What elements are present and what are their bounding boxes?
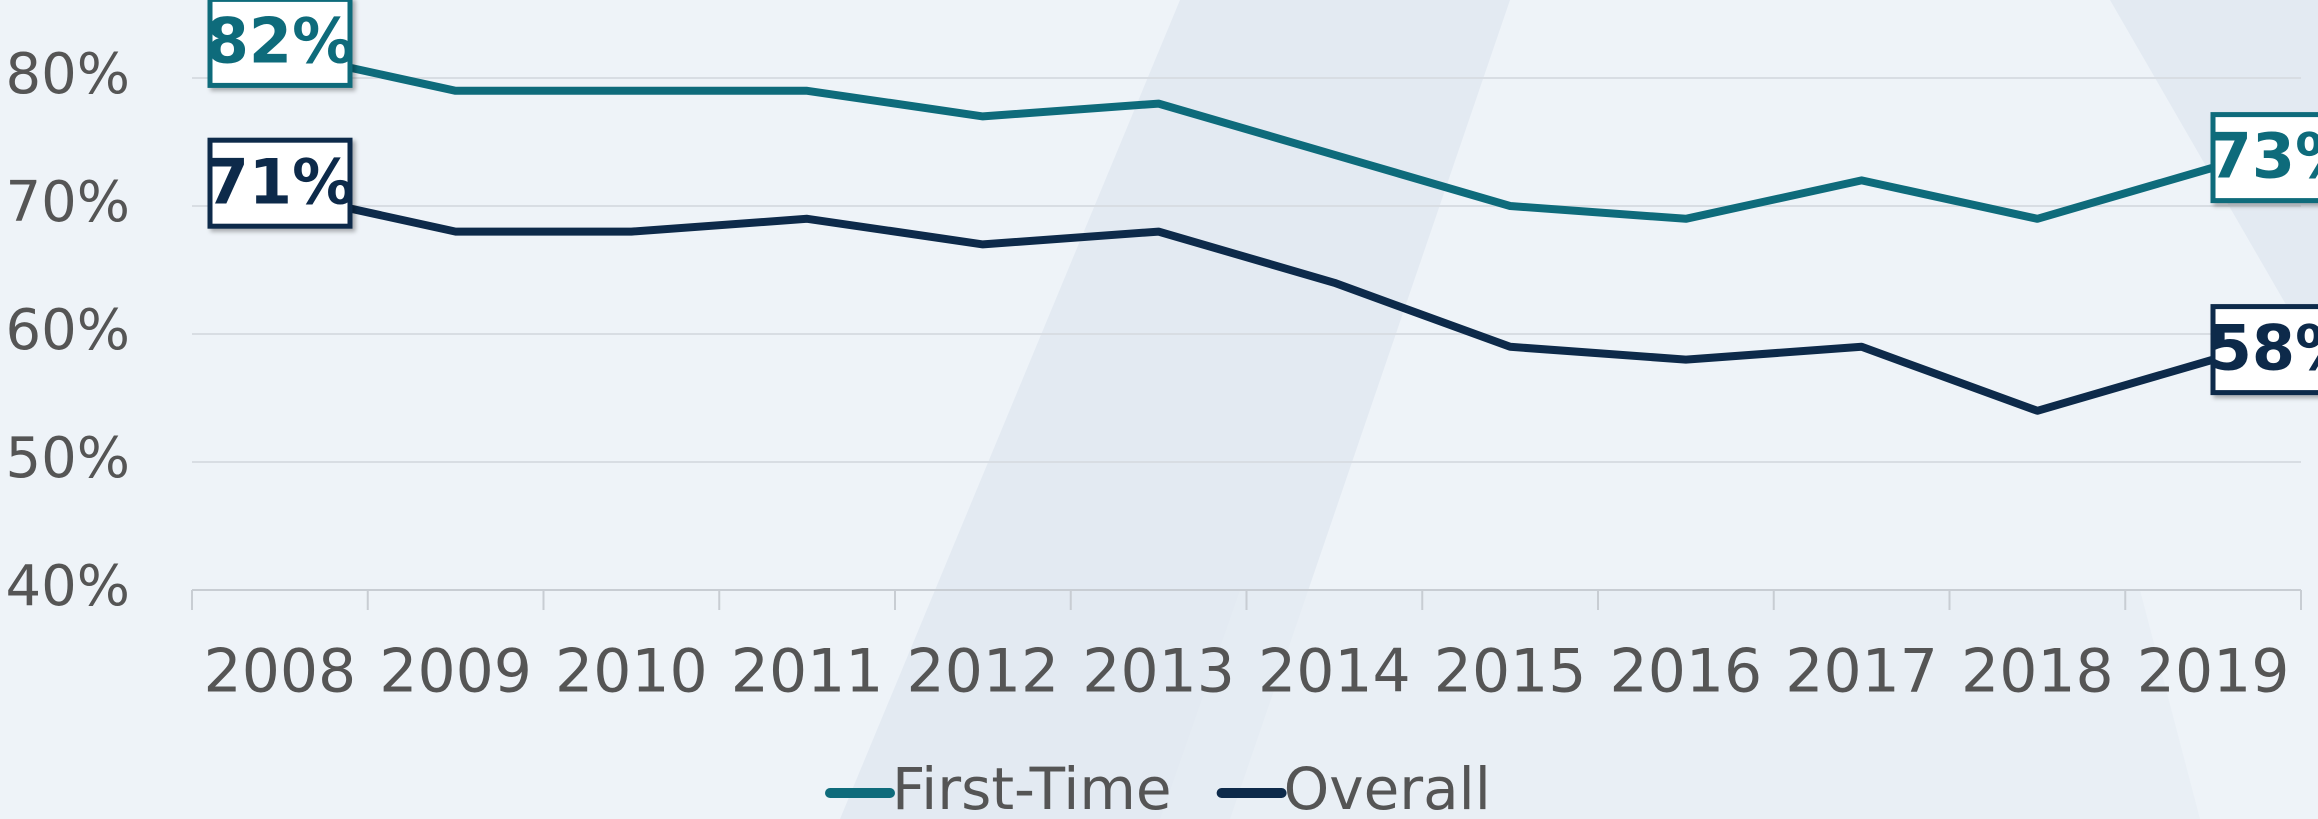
x-tick-label: 2018 xyxy=(1961,637,2114,707)
x-tick-label: 2019 xyxy=(2137,637,2290,707)
data-label: 58% xyxy=(2209,312,2318,385)
y-tick-label: 80% xyxy=(6,42,130,107)
data-label: 73% xyxy=(2209,120,2318,193)
x-tick-label: 2017 xyxy=(1785,637,1938,707)
x-tick-label: 2010 xyxy=(555,637,708,707)
x-tick-label: 2013 xyxy=(1082,637,1235,707)
legend-label: Overall xyxy=(1284,755,1491,819)
background-shape xyxy=(840,0,1510,819)
data-label: 71% xyxy=(206,145,354,218)
x-tick-label: 2015 xyxy=(1434,637,1587,707)
legend-label: First-Time xyxy=(892,755,1172,819)
background-shape xyxy=(1160,590,2200,819)
y-tick-label: 60% xyxy=(6,298,130,363)
series-line xyxy=(279,189,2215,415)
data-label-box xyxy=(2210,304,2318,396)
y-tick-label: 50% xyxy=(6,426,130,491)
x-tick-label: 2012 xyxy=(907,637,1060,707)
x-tick-label: 2009 xyxy=(379,637,532,707)
data-label-box xyxy=(207,0,353,88)
x-tick-label: 2008 xyxy=(204,637,357,707)
y-tick-label: 40% xyxy=(6,554,130,619)
x-tick-label: 2014 xyxy=(1258,637,1411,707)
series-line xyxy=(279,48,2215,223)
data-label-box xyxy=(2210,112,2318,204)
x-tick-label: 2016 xyxy=(1610,637,1763,707)
data-label: 82% xyxy=(206,4,354,77)
y-tick-label: 70% xyxy=(6,170,130,235)
data-label-box xyxy=(207,137,353,229)
x-tick-label: 2011 xyxy=(731,637,884,707)
